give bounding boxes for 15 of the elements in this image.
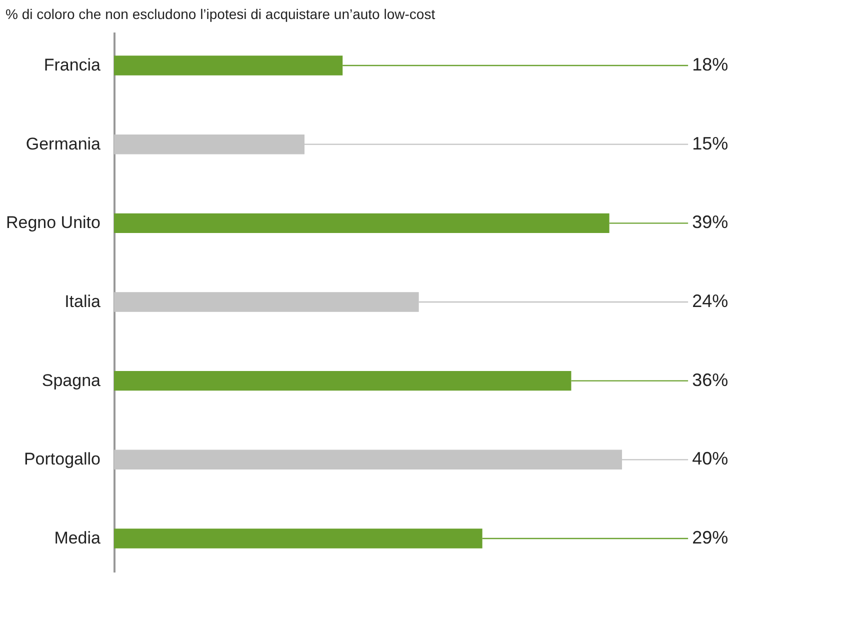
y-tick-label: Germania	[26, 134, 102, 154]
data-label: 15%	[692, 133, 728, 154]
data-label: 18%	[692, 54, 728, 75]
data-label: 29%	[692, 527, 728, 548]
data-label: 39%	[692, 212, 728, 232]
y-tick-label: Portogallo	[24, 450, 100, 469]
data-label: 36%	[692, 370, 728, 390]
data-label: 24%	[692, 291, 728, 311]
y-tick-label: Francia	[44, 56, 102, 75]
y-tick-label: Italia	[64, 292, 102, 311]
y-tick-label: Regno Unito	[6, 213, 100, 232]
y-tick-label: Spagna	[42, 370, 102, 390]
y-tick-label: Media	[54, 528, 102, 548]
data-label: 40%	[692, 448, 728, 469]
chart-title: % di coloro che non escludono l’ipotesi di acquistare un’auto low-cost	[5, 6, 436, 22]
